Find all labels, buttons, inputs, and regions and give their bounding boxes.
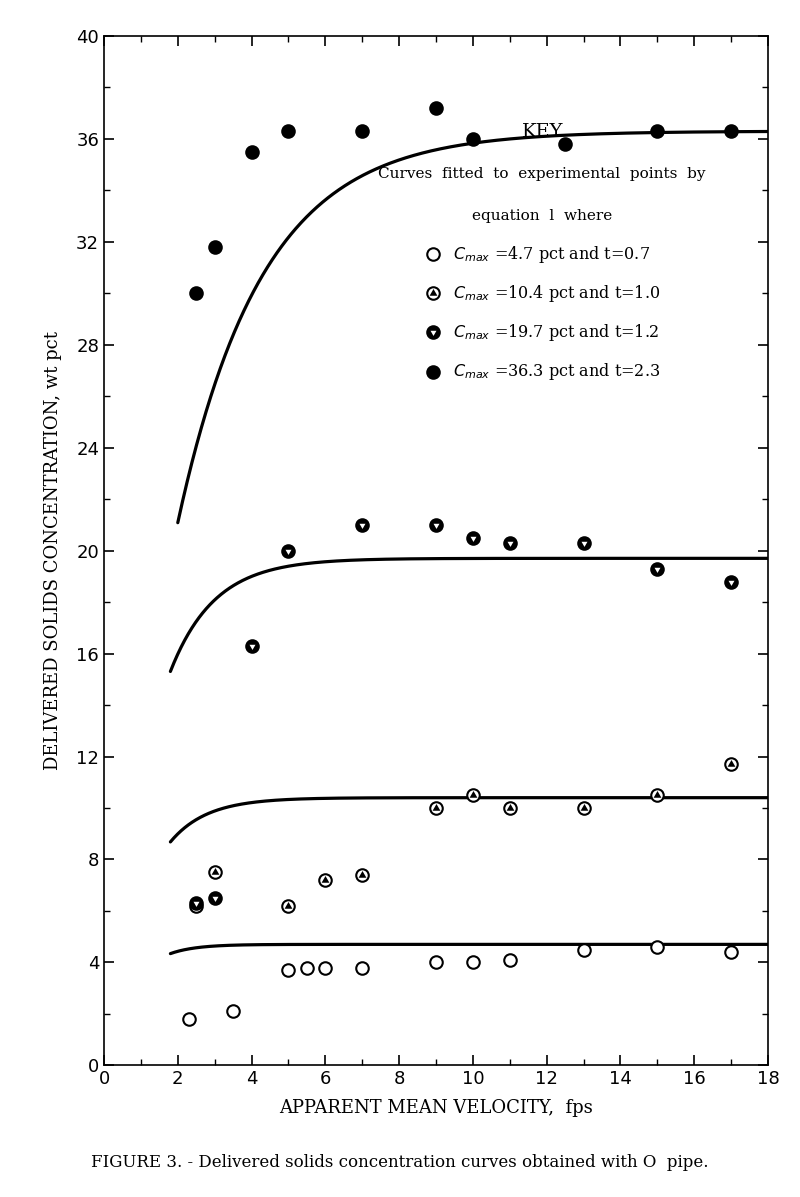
- Text: Curves  fitted  to  experimental  points  by: Curves fitted to experimental points by: [378, 166, 706, 181]
- Text: $C_{max}$ =10.4 pct and t=1.0: $C_{max}$ =10.4 pct and t=1.0: [453, 282, 660, 304]
- Y-axis label: DELIVERED SOLIDS CONCENTRATION, wt pct: DELIVERED SOLIDS CONCENTRATION, wt pct: [44, 332, 62, 770]
- Text: FIGURE 3. - Delivered solids concentration curves obtained with O  pipe.: FIGURE 3. - Delivered solids concentrati…: [91, 1154, 709, 1171]
- X-axis label: APPARENT MEAN VELOCITY,  fps: APPARENT MEAN VELOCITY, fps: [279, 1099, 593, 1117]
- Text: equation  l  where: equation l where: [472, 208, 612, 223]
- Text: KEY: KEY: [522, 123, 563, 141]
- Text: $C_{max}$ =36.3 pct and t=2.3: $C_{max}$ =36.3 pct and t=2.3: [453, 361, 660, 382]
- Text: $C_{max}$ =4.7 pct and t=0.7: $C_{max}$ =4.7 pct and t=0.7: [453, 244, 650, 265]
- Text: $C_{max}$ =19.7 pct and t=1.2: $C_{max}$ =19.7 pct and t=1.2: [453, 322, 659, 342]
